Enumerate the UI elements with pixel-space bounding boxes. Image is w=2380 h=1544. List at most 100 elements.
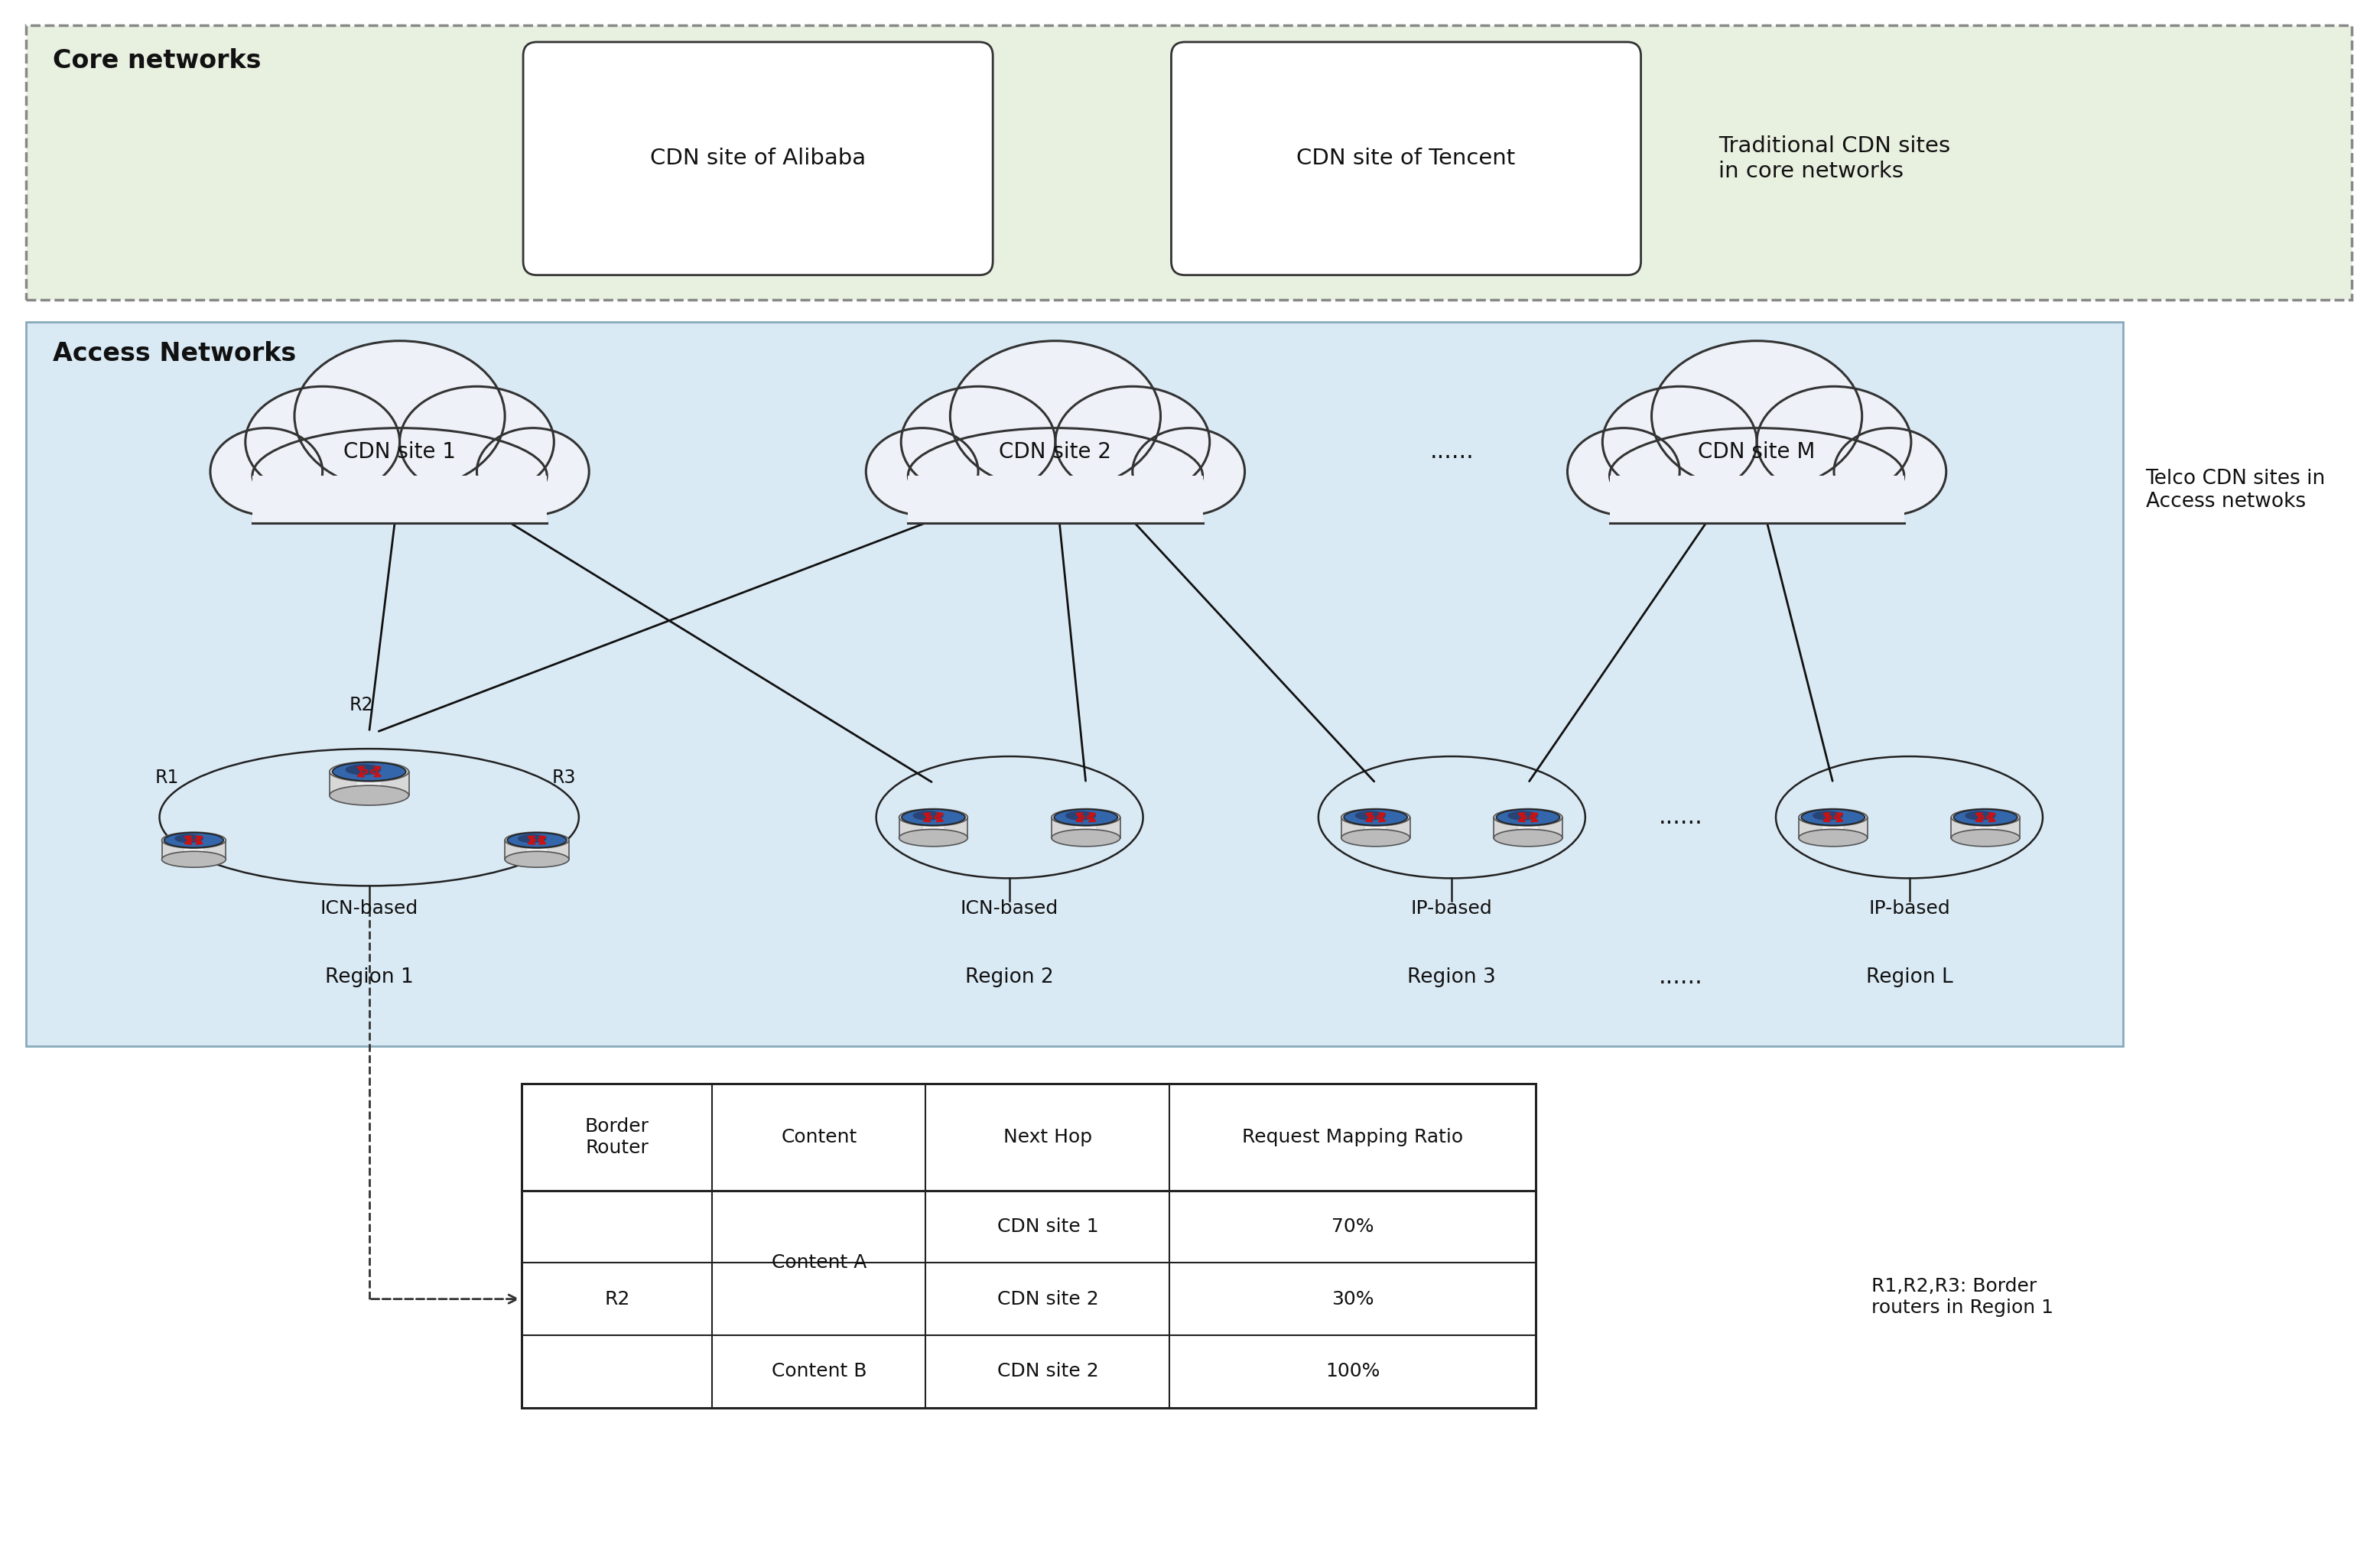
Text: CDN site 1: CDN site 1 (997, 1218, 1100, 1235)
Text: R2: R2 (605, 1289, 631, 1308)
Text: CDN site 2: CDN site 2 (997, 1289, 1100, 1308)
Ellipse shape (900, 829, 969, 846)
Text: ICN-based: ICN-based (962, 900, 1059, 917)
Ellipse shape (902, 386, 1054, 497)
Text: Region 1: Region 1 (326, 967, 414, 987)
Bar (909, 476, 1202, 523)
Text: ICN-based: ICN-based (321, 900, 419, 917)
Text: Region L: Region L (1866, 967, 1952, 987)
Bar (328, 772, 409, 795)
Text: IP-based: IP-based (1411, 900, 1492, 917)
Bar (900, 817, 969, 838)
FancyBboxPatch shape (26, 25, 2351, 300)
Ellipse shape (519, 834, 547, 843)
Ellipse shape (1952, 829, 2021, 846)
Ellipse shape (209, 428, 324, 516)
Ellipse shape (400, 386, 555, 497)
Bar (1366, 817, 1385, 838)
Ellipse shape (1354, 811, 1385, 820)
Text: R1: R1 (155, 769, 178, 787)
Ellipse shape (164, 832, 224, 848)
Text: IP-based: IP-based (1868, 900, 1949, 917)
Text: Next Hop: Next Hop (1004, 1129, 1092, 1146)
Ellipse shape (1052, 809, 1121, 826)
Ellipse shape (174, 834, 202, 843)
Ellipse shape (1835, 428, 1947, 516)
Bar (1799, 817, 1868, 838)
Ellipse shape (1052, 829, 1121, 846)
Text: Content A: Content A (771, 1254, 866, 1272)
Text: R2: R2 (350, 696, 374, 715)
Ellipse shape (1066, 811, 1097, 820)
Text: CDN site 2: CDN site 2 (1000, 442, 1111, 463)
Ellipse shape (1799, 809, 1868, 826)
Text: ......: ...... (1430, 440, 1473, 463)
Ellipse shape (1342, 829, 1409, 846)
Text: 30%: 30% (1330, 1289, 1373, 1308)
Text: ......: ...... (1659, 967, 1702, 988)
Bar (1076, 817, 1097, 838)
Text: Content: Content (781, 1129, 857, 1146)
Text: Traditional CDN sites
in core networks: Traditional CDN sites in core networks (1718, 136, 1952, 182)
Ellipse shape (245, 386, 400, 497)
Ellipse shape (1814, 811, 1844, 820)
Text: CDN site M: CDN site M (1699, 442, 1816, 463)
Text: Request Mapping Ratio: Request Mapping Ratio (1242, 1129, 1464, 1146)
Text: CDN site of Tencent: CDN site of Tencent (1297, 148, 1516, 170)
Ellipse shape (1952, 809, 2021, 826)
Text: Region 3: Region 3 (1407, 967, 1497, 987)
Bar (923, 817, 942, 838)
Ellipse shape (1495, 829, 1561, 846)
Bar (162, 840, 226, 860)
Text: ......: ...... (1659, 806, 1702, 829)
Bar (252, 476, 547, 523)
Ellipse shape (1345, 809, 1407, 826)
Ellipse shape (1054, 386, 1209, 497)
Bar (1495, 817, 1561, 838)
Bar (1342, 817, 1409, 838)
Text: Region 2: Region 2 (966, 967, 1054, 987)
Bar (1518, 817, 1537, 838)
Text: CDN site of Alibaba: CDN site of Alibaba (650, 148, 866, 170)
Text: R3: R3 (552, 769, 576, 787)
Ellipse shape (1966, 811, 1997, 820)
Ellipse shape (476, 428, 588, 516)
Ellipse shape (1507, 811, 1537, 820)
Ellipse shape (1802, 809, 1866, 826)
Ellipse shape (328, 761, 409, 781)
Ellipse shape (1954, 809, 2018, 826)
FancyBboxPatch shape (524, 42, 992, 275)
Ellipse shape (950, 341, 1161, 491)
Text: Core networks: Core networks (52, 48, 262, 74)
Text: CDN site 2: CDN site 2 (997, 1362, 1100, 1380)
Ellipse shape (507, 832, 566, 848)
Bar (1952, 817, 2021, 838)
Ellipse shape (914, 811, 942, 820)
Text: Content B: Content B (771, 1362, 866, 1380)
Ellipse shape (162, 832, 226, 848)
Ellipse shape (1609, 428, 1904, 523)
Ellipse shape (866, 428, 978, 516)
Ellipse shape (345, 764, 381, 775)
Bar (183, 840, 202, 860)
Bar (1052, 817, 1121, 838)
Text: Border
Router: Border Router (585, 1118, 650, 1156)
Bar (357, 772, 381, 795)
Ellipse shape (1756, 386, 1911, 497)
Ellipse shape (900, 809, 969, 826)
Ellipse shape (295, 341, 505, 491)
Ellipse shape (1652, 341, 1861, 491)
Ellipse shape (1495, 809, 1561, 826)
Bar (505, 840, 569, 860)
Ellipse shape (505, 832, 569, 848)
Ellipse shape (909, 428, 1202, 523)
Ellipse shape (505, 851, 569, 868)
Ellipse shape (333, 763, 407, 781)
FancyBboxPatch shape (26, 323, 2123, 1045)
Text: 70%: 70% (1330, 1218, 1373, 1235)
Text: CDN site 1: CDN site 1 (343, 442, 457, 463)
Bar (528, 840, 547, 860)
Ellipse shape (328, 786, 409, 806)
Ellipse shape (902, 809, 966, 826)
Ellipse shape (1568, 428, 1680, 516)
